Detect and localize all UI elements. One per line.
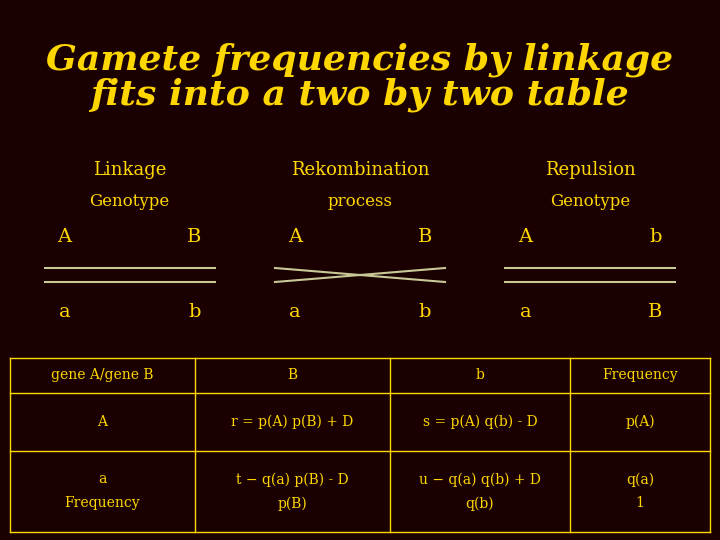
Text: fits into a two by two table: fits into a two by two table xyxy=(91,78,629,112)
Text: a: a xyxy=(520,303,531,321)
Text: p(A): p(A) xyxy=(625,415,654,429)
Text: b: b xyxy=(419,303,431,321)
Text: Genotype: Genotype xyxy=(89,193,170,211)
Text: A: A xyxy=(58,228,72,246)
Text: Gamete frequencies by linkage: Gamete frequencies by linkage xyxy=(46,43,674,77)
Text: b: b xyxy=(476,368,485,382)
Text: B: B xyxy=(648,303,662,321)
Text: B: B xyxy=(287,368,297,382)
Text: b: b xyxy=(649,228,662,246)
Text: Repulsion: Repulsion xyxy=(545,161,636,179)
Text: s = p(A) q(b) - D: s = p(A) q(b) - D xyxy=(423,415,537,429)
Text: a: a xyxy=(99,472,107,487)
Text: u − q(a) q(b) + D: u − q(a) q(b) + D xyxy=(419,472,541,487)
Text: a: a xyxy=(289,303,301,321)
Text: Frequency: Frequency xyxy=(602,368,678,382)
Text: Linkage: Linkage xyxy=(93,161,166,179)
Text: r = p(A) p(B) + D: r = p(A) p(B) + D xyxy=(231,415,354,429)
Text: gene A/gene B: gene A/gene B xyxy=(51,368,154,382)
Text: B: B xyxy=(187,228,202,246)
Text: q(a): q(a) xyxy=(626,472,654,487)
Text: Genotype: Genotype xyxy=(550,193,631,211)
Text: Rekombination: Rekombination xyxy=(291,161,429,179)
Text: Frequency: Frequency xyxy=(65,496,140,510)
Text: b: b xyxy=(189,303,201,321)
Text: q(b): q(b) xyxy=(466,496,495,511)
Text: B: B xyxy=(418,228,432,246)
Text: A: A xyxy=(97,415,107,429)
Text: A: A xyxy=(518,228,533,246)
Text: t − q(a) p(B) - D: t − q(a) p(B) - D xyxy=(236,472,348,487)
Text: A: A xyxy=(288,228,302,246)
Text: 1: 1 xyxy=(636,496,644,510)
Text: p(B): p(B) xyxy=(278,496,307,511)
Text: process: process xyxy=(328,193,392,211)
Text: a: a xyxy=(59,303,71,321)
